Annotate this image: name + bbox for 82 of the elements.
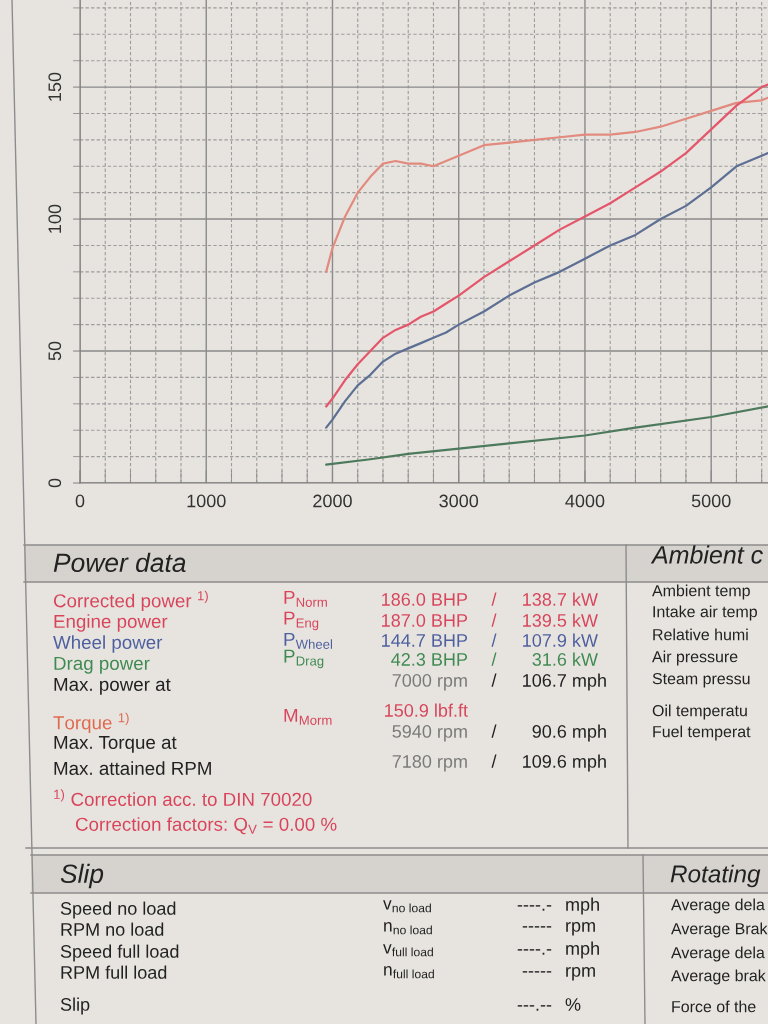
line-series (325, 405, 768, 466)
text: / (491, 673, 497, 687)
text: $^{1)}$ Correction acc. to DIN 70020 (54, 789, 312, 806)
text: / (491, 652, 497, 666)
text: ---.-- (517, 1005, 552, 1011)
text: Slip (60, 997, 90, 1015)
text: RPM no load (61, 922, 164, 936)
text: Speed no load (60, 901, 176, 919)
text: Torque $^{1)}$ (53, 712, 129, 734)
text: Rotating (670, 864, 761, 888)
text: 31.6 kW (532, 652, 598, 666)
text: Slip (60, 863, 104, 889)
text: Max. attained RPM (54, 761, 211, 776)
text: rpm (566, 966, 595, 981)
x-tick-label: 0 (75, 494, 85, 508)
text: Ambient temp (652, 584, 750, 600)
y-tick-label: 0 (48, 478, 62, 488)
text: Max. power at (54, 677, 171, 695)
text: P$_{Norm}$ (284, 590, 327, 607)
x-tick-label: 1000 (187, 494, 226, 508)
text: Air pressure (652, 650, 738, 666)
text: Force of the (672, 1000, 756, 1013)
text: Average Brak (671, 922, 768, 938)
text: 106.7 mph (523, 673, 606, 691)
text: ----- (522, 971, 552, 973)
text: 7000 rpm (392, 674, 467, 691)
text: ----- (522, 926, 552, 928)
text: / (491, 754, 497, 768)
text: Corrected power $^{1)}$ (53, 590, 208, 612)
text: Average dela (671, 898, 765, 914)
text: Ambient c (650, 545, 763, 564)
text: mph (566, 941, 599, 959)
line-series (325, 83, 768, 408)
text: ----.- (517, 905, 552, 911)
text: Power data (53, 552, 186, 573)
text: Oil temperatu (652, 704, 747, 720)
text: Speed full load (60, 944, 179, 962)
y-tick-label: 50 (48, 341, 62, 361)
text: 42.3 BHP (391, 653, 468, 666)
x-tick-label: 5000 (691, 494, 731, 508)
text: mph (566, 897, 599, 915)
text: rpm (566, 921, 595, 936)
text: Steam pressu (652, 672, 750, 688)
text: P$_{Wheel}$ (284, 632, 332, 649)
text: Drag power (54, 656, 150, 674)
text: / (491, 592, 497, 606)
text: / (491, 633, 497, 647)
line-series (325, 96, 768, 273)
x-tick-label: 4000 (565, 494, 605, 508)
text: % (565, 998, 581, 1011)
text: P$_{Drag}$ (284, 649, 324, 669)
text: ----.- (517, 949, 552, 955)
text: Fuel temperat (653, 725, 751, 741)
y-tick-label: 100 (48, 204, 62, 233)
x-tick-label: 3000 (439, 494, 479, 508)
text: Wheel power (53, 635, 163, 653)
text: RPM full load (61, 965, 167, 979)
text: P$_{Eng}$ (284, 611, 319, 631)
text: Relative humi (653, 628, 748, 641)
x-tick-label: 2000 (313, 494, 352, 508)
text: 109.6 mph (523, 754, 606, 772)
text: 138.7 kW (523, 592, 598, 606)
text: 187.0 BHP (382, 614, 468, 627)
text: 107.9 kW (523, 633, 598, 647)
text: Max. Torque at (54, 735, 177, 753)
text: 5940 rpm (392, 725, 467, 742)
text: 144.7 BHP (382, 634, 468, 647)
text: / (491, 613, 497, 627)
text: 90.6 mph (532, 724, 606, 742)
line-series (325, 151, 768, 429)
y-tick-label: 150 (48, 72, 62, 101)
text: 186.0 BHP (382, 593, 468, 606)
text: 139.5 kW (523, 613, 598, 627)
text: Intake air temp (653, 605, 757, 621)
text: / (491, 724, 497, 738)
text: 7180 rpm (392, 755, 467, 772)
text: Correction factors: Q$_{V}$ = 0.00 % (75, 817, 337, 835)
text: Average brak (671, 969, 766, 985)
text: 150.9 lbf.ft (385, 703, 468, 717)
text: Engine power (54, 614, 168, 632)
text: Average dela (671, 946, 765, 962)
text: M$_{Morm}$ (284, 708, 332, 725)
